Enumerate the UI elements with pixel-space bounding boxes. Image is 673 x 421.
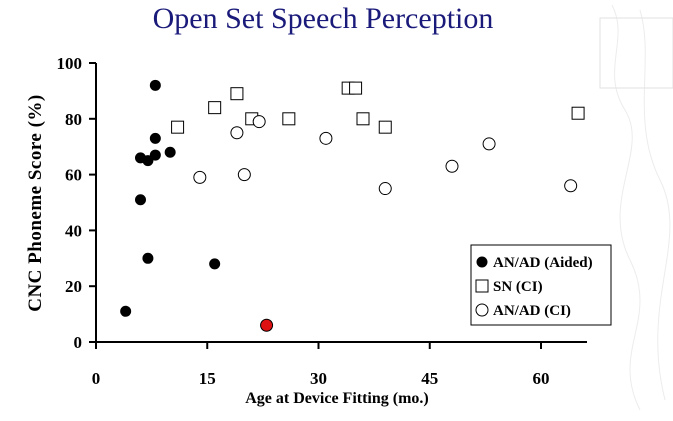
point-open-square — [356, 112, 370, 126]
legend-marker-open-square — [475, 279, 489, 293]
point-open-square — [571, 106, 585, 120]
y-ticks: 0 20 40 60 80 100 — [57, 54, 96, 352]
point-filled-circle — [149, 132, 161, 144]
point-filled-circle — [149, 149, 161, 161]
background-frame — [599, 17, 673, 89]
point-open-circle — [252, 115, 266, 129]
point-open-square — [171, 120, 185, 134]
y-tick-label: 80 — [65, 110, 82, 129]
x-tick-label: 15 — [199, 369, 216, 388]
point-filled-circle — [142, 252, 154, 264]
x-tick-label: 45 — [421, 369, 438, 388]
x-tick-label: 60 — [533, 369, 550, 388]
y-tick-label: 60 — [65, 166, 82, 185]
y-axis-label: CNC Phoneme Score (%) — [25, 94, 46, 312]
point-filled-circle — [142, 155, 154, 167]
point-filled-circle — [209, 258, 221, 270]
legend-label: AN/AD (CI) — [493, 303, 571, 319]
point-filled-circle — [135, 194, 146, 206]
point-open-square — [378, 120, 392, 134]
highlighted-point — [260, 318, 274, 332]
chart-title: Open Set Speech Perception — [153, 2, 494, 35]
y-tick-label: 100 — [57, 54, 83, 73]
point-open-circle — [445, 159, 459, 173]
point-open-circle — [237, 168, 251, 182]
x-tick-label: 30 — [310, 369, 327, 388]
point-open-circle — [378, 182, 392, 196]
x-axis-label: Age at Device Fitting (mo.) — [245, 390, 429, 407]
y-tick-label: 20 — [65, 277, 82, 296]
point-open-square — [349, 81, 363, 95]
point-open-circle — [319, 131, 333, 145]
point-open-circle — [564, 179, 578, 193]
legend-label: SN (CI) — [493, 279, 543, 295]
background-decoration — [599, 4, 673, 411]
point-open-circle — [482, 137, 496, 151]
legend-marker-open-circle — [475, 303, 489, 317]
data-points — [120, 79, 585, 332]
x-tick-label: 0 — [92, 369, 101, 388]
legend-label: AN/AD (Aided) — [493, 255, 593, 271]
y-tick-label: 40 — [65, 221, 82, 240]
point-open-circle — [230, 126, 244, 140]
point-open-circle — [193, 170, 207, 184]
point-open-square — [282, 112, 296, 126]
point-filled-circle — [149, 79, 161, 91]
y-tick-label: 0 — [74, 333, 83, 352]
legend-box — [470, 244, 612, 326]
point-open-square — [230, 87, 244, 101]
x-ticks: 0 15 30 45 60 — [92, 342, 550, 388]
legend-marker-filled-circle — [476, 256, 488, 268]
point-open-square — [208, 101, 222, 115]
legend: AN/AD (Aided) SN (CI) AN/AD (CI) — [470, 244, 612, 326]
point-filled-circle — [164, 146, 176, 158]
point-filled-circle — [120, 305, 132, 317]
